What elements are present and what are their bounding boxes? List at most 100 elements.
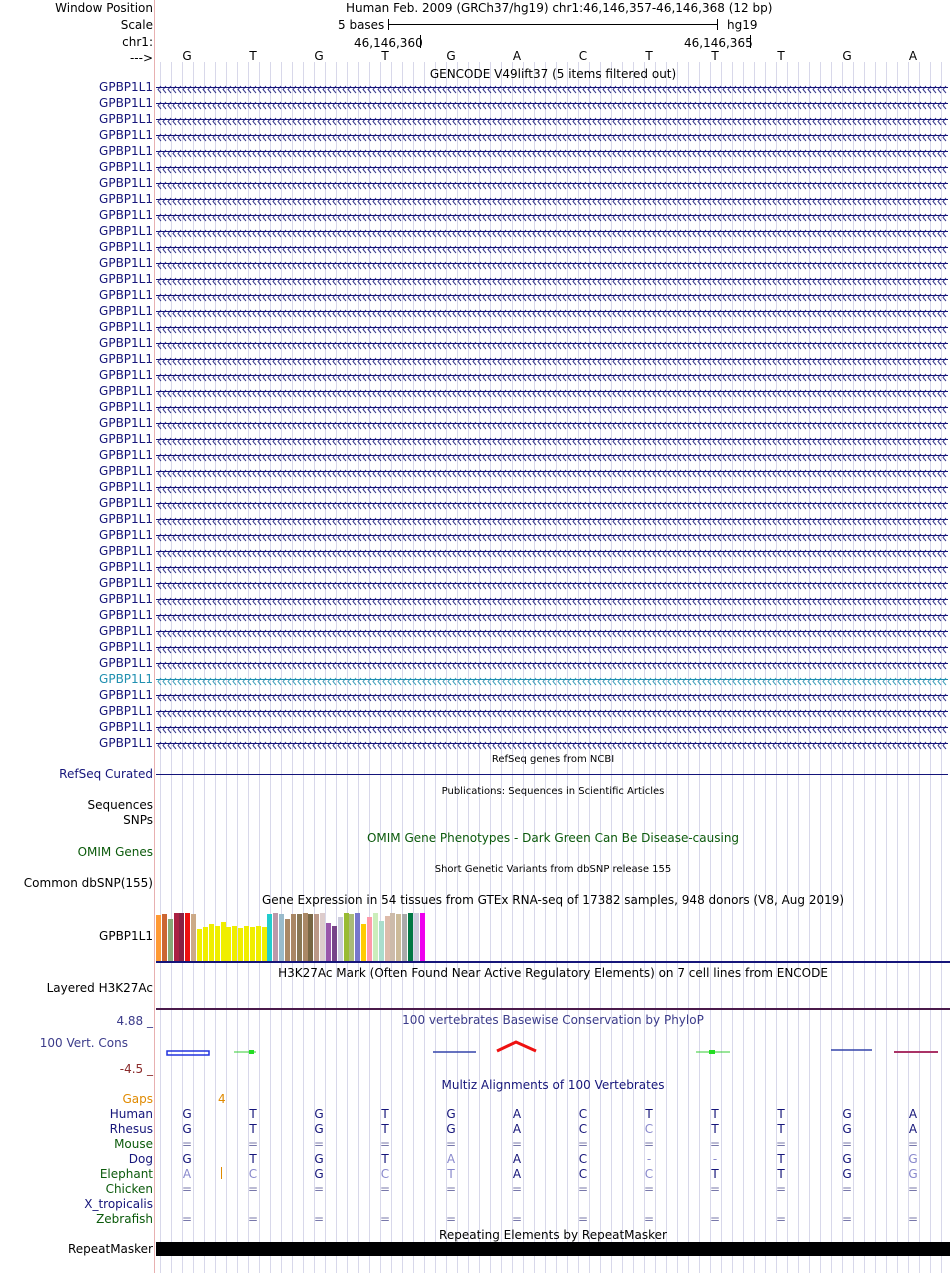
gencode-transcript-line[interactable] (156, 295, 948, 296)
gencode-gene-label[interactable]: GPBP1L1 (99, 128, 153, 142)
gencode-transcript-line[interactable] (156, 599, 948, 600)
gtex-tissue-bar[interactable] (202, 927, 208, 961)
gtex-tissue-bar[interactable] (173, 913, 179, 961)
gtex-tissue-bar[interactable] (208, 924, 214, 961)
gencode-gene-label[interactable]: GPBP1L1 (99, 432, 153, 446)
gtex-tissue-bar[interactable] (355, 913, 361, 961)
gencode-gene-label[interactable]: GPBP1L1 (99, 160, 153, 174)
gtex-tissue-bar[interactable] (290, 914, 296, 961)
gencode-transcript-line[interactable] (156, 455, 948, 456)
gencode-gene-label[interactable]: GPBP1L1 (99, 704, 153, 718)
phylop-plot[interactable] (156, 1038, 950, 1058)
gencode-transcript-line[interactable] (156, 343, 948, 344)
gencode-gene-label[interactable]: GPBP1L1 (99, 576, 153, 590)
gencode-gene-label[interactable]: GPBP1L1 (99, 368, 153, 382)
gencode-transcript-line[interactable] (156, 647, 948, 648)
gaps-label[interactable]: Gaps (122, 1092, 153, 1106)
gtex-tissue-bar[interactable] (238, 928, 243, 961)
species-label[interactable]: Rhesus (109, 1122, 153, 1136)
gencode-gene-label[interactable]: GPBP1L1 (99, 384, 153, 398)
gencode-transcript-line[interactable] (156, 503, 948, 504)
gtex-tissue-bar[interactable] (361, 924, 367, 961)
gtex-tissue-bar[interactable] (372, 913, 378, 961)
gtex-tissue-bar[interactable] (408, 913, 413, 961)
gencode-gene-label[interactable]: GPBP1L1 (99, 544, 153, 558)
gencode-transcript-line[interactable] (156, 327, 948, 328)
gencode-transcript-line[interactable] (156, 199, 948, 200)
gencode-transcript-line[interactable] (156, 103, 948, 104)
gencode-gene-label[interactable]: GPBP1L1 (99, 656, 153, 670)
gencode-gene-label[interactable]: GPBP1L1 (99, 256, 153, 270)
gencode-transcript-line[interactable] (156, 167, 948, 168)
gencode-gene-label[interactable]: GPBP1L1 (99, 288, 153, 302)
gencode-gene-label[interactable]: GPBP1L1 (99, 480, 153, 494)
gencode-transcript-line[interactable] (156, 743, 948, 744)
gencode-transcript-line[interactable] (156, 391, 948, 392)
gtex-tissue-bar[interactable] (261, 927, 267, 961)
omim-track-label[interactable]: OMIM Genes (77, 845, 153, 859)
gtex-tissue-bar[interactable] (220, 922, 226, 961)
gencode-gene-label[interactable]: GPBP1L1 (99, 464, 153, 478)
gencode-gene-label[interactable]: GPBP1L1 (99, 320, 153, 334)
gtex-tissue-bar[interactable] (419, 913, 425, 961)
gtex-tissue-bar[interactable] (156, 915, 161, 961)
gencode-gene-label[interactable]: GPBP1L1 (99, 336, 153, 350)
gencode-transcript-line[interactable] (156, 279, 948, 280)
gtex-track-label[interactable]: GPBP1L1 (99, 929, 153, 943)
gencode-gene-label[interactable]: GPBP1L1 (99, 352, 153, 366)
gtex-tissue-bar[interactable] (279, 914, 285, 961)
publications-snps-label[interactable]: SNPs (123, 813, 153, 827)
gencode-gene-label[interactable]: GPBP1L1 (99, 608, 153, 622)
gencode-transcript-line[interactable] (156, 359, 948, 360)
gencode-transcript-line[interactable] (156, 631, 948, 632)
gtex-tissue-bar[interactable] (255, 926, 261, 961)
species-label[interactable]: Human (109, 1107, 153, 1121)
gtex-tissue-bar[interactable] (314, 914, 320, 961)
gencode-transcript-line[interactable] (156, 471, 948, 472)
gencode-transcript-line[interactable] (156, 375, 948, 376)
gencode-gene-label[interactable]: GPBP1L1 (99, 304, 153, 318)
gencode-transcript-line[interactable] (156, 87, 948, 88)
gtex-tissue-bar[interactable] (273, 913, 279, 961)
gencode-transcript-line[interactable] (156, 663, 948, 664)
gencode-transcript-line[interactable] (156, 695, 948, 696)
gtex-tissue-bar[interactable] (191, 914, 197, 961)
gtex-tissue-bar[interactable] (249, 927, 255, 961)
gencode-transcript-line[interactable] (156, 183, 948, 184)
gencode-transcript-line[interactable] (156, 551, 948, 552)
gtex-tissue-bar[interactable] (226, 927, 232, 961)
gtex-tissue-bar[interactable] (308, 914, 314, 961)
gtex-tissue-bar[interactable] (284, 919, 290, 961)
gencode-transcript-line[interactable] (156, 407, 948, 408)
gencode-gene-label[interactable]: GPBP1L1 (99, 176, 153, 190)
gtex-tissue-bar[interactable] (402, 914, 408, 961)
gtex-tissue-bar[interactable] (343, 913, 349, 961)
gencode-gene-label[interactable]: GPBP1L1 (99, 512, 153, 526)
species-label[interactable]: X_tropicalis (84, 1197, 153, 1211)
gtex-tissue-bar[interactable] (179, 913, 185, 961)
gencode-transcript-line[interactable] (156, 711, 948, 712)
gencode-transcript-line[interactable] (156, 423, 948, 424)
gencode-gene-label[interactable]: GPBP1L1 (99, 144, 153, 158)
gtex-tissue-bar[interactable] (197, 929, 202, 961)
gencode-gene-label[interactable]: GPBP1L1 (99, 224, 153, 238)
repeatmasker-track-label[interactable]: RepeatMasker (67, 1242, 153, 1256)
gtex-tissue-bar[interactable] (367, 917, 372, 961)
gtex-tissue-bar[interactable] (325, 923, 331, 961)
gencode-gene-label[interactable]: GPBP1L1 (99, 720, 153, 734)
species-label[interactable]: Zebrafish (96, 1212, 153, 1226)
gencode-transcript-line[interactable] (156, 487, 948, 488)
gencode-gene-label[interactable]: GPBP1L1 (99, 416, 153, 430)
gencode-transcript-line[interactable] (156, 439, 948, 440)
gencode-gene-label[interactable]: GPBP1L1 (99, 624, 153, 638)
refseq-gene-line[interactable] (156, 774, 948, 775)
gencode-transcript-line[interactable] (156, 263, 948, 264)
gencode-transcript-line[interactable] (156, 311, 948, 312)
gencode-transcript-line[interactable] (156, 231, 948, 232)
gtex-tissue-bar[interactable] (161, 914, 167, 961)
gencode-transcript-line[interactable] (156, 151, 948, 152)
gencode-gene-label[interactable]: GPBP1L1 (99, 192, 153, 206)
gencode-gene-label[interactable]: GPBP1L1 (99, 80, 153, 94)
gtex-tissue-bar[interactable] (320, 913, 326, 961)
